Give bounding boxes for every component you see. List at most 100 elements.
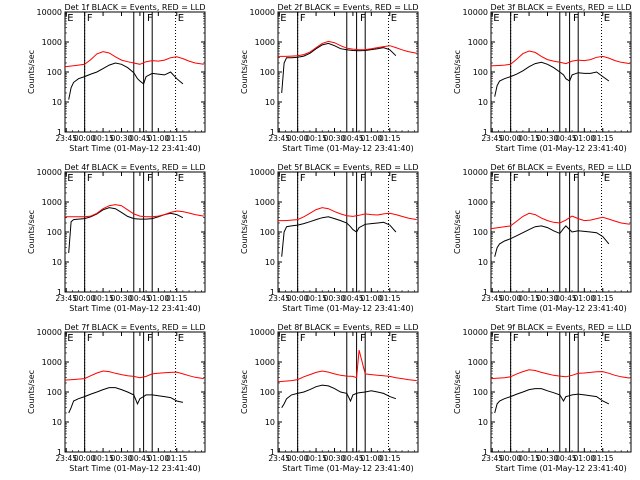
x-tick-label: 00:45 — [555, 454, 577, 463]
event-marker-label: F — [147, 333, 153, 344]
event-marker-label: E — [493, 173, 499, 184]
series-events — [68, 62, 184, 100]
y-tick-label: 10000 — [463, 8, 488, 17]
series-lld — [65, 204, 204, 218]
x-tick-label: 01:15 — [379, 454, 401, 463]
x-tick-label: 23:45 — [55, 454, 77, 463]
y-tick-label: 10000 — [250, 8, 275, 17]
x-tick-label: 00:30 — [537, 454, 559, 463]
series-lld — [64, 370, 204, 381]
x-tick-label: 00:00 — [74, 454, 96, 463]
chart-panel-2: Det 2f BLACK = Events, RED = LLD 1 10 100 10… — [240, 3, 419, 153]
event-marker-label: E — [67, 13, 73, 24]
y-tick-label: 1 — [270, 288, 275, 297]
x-axis-label: Start Time (01-May-12 23:41:40) — [282, 304, 413, 313]
chart-title: Det 1f BLACK = Events, RED = LLD — [64, 3, 205, 12]
event-marker-label: F — [87, 13, 93, 24]
series-lld — [490, 50, 630, 67]
event-marker-label: F — [513, 173, 519, 184]
x-tick-label: 00:15 — [518, 454, 540, 463]
x-tick-label: 00:00 — [287, 454, 309, 463]
x-tick-label: 00:30 — [537, 134, 559, 143]
plot-frame — [64, 331, 206, 453]
event-marker-label: F — [87, 173, 93, 184]
event-marker-label: E — [67, 173, 73, 184]
x-tick-label: 00:00 — [287, 134, 309, 143]
y-tick-label: 1000 — [468, 198, 488, 207]
event-marker-label: F — [300, 173, 306, 184]
y-tick-label: 10 — [52, 418, 62, 427]
y-axis-label: Counts/sec — [240, 370, 249, 414]
y-tick-label: 1000 — [468, 38, 488, 47]
x-tick-label: 00:00 — [74, 294, 96, 303]
y-tick-label: 100 — [47, 388, 62, 397]
series-lld — [490, 212, 630, 230]
x-tick-label: 00:15 — [92, 454, 114, 463]
x-tick-label: 01:00 — [148, 294, 170, 303]
series-lld — [64, 51, 204, 68]
y-axis-label: Counts/sec — [453, 50, 462, 94]
y-axis-label: Counts/sec — [240, 50, 249, 94]
chart-title: Det 6f BLACK = Events, RED = LLD — [490, 163, 631, 172]
x-tick-label: 00:45 — [555, 294, 577, 303]
x-axis-label: Start Time (01-May-12 23:41:40) — [495, 144, 626, 153]
y-tick-label: 1 — [270, 448, 275, 457]
series-events — [281, 42, 397, 94]
x-tick-label: 01:15 — [166, 454, 188, 463]
y-tick-label: 100 — [47, 228, 62, 237]
chart-title: Det 7f BLACK = Events, RED = LLD — [64, 323, 205, 332]
y-tick-label: 100 — [47, 68, 62, 77]
y-tick-label: 1000 — [255, 358, 275, 367]
x-tick-label: 00:30 — [324, 134, 346, 143]
chart-panel-5: Det 5f BLACK = Events, RED = LLD 1 10 100 10… — [240, 163, 419, 313]
x-tick-label: 23:45 — [268, 134, 290, 143]
x-axis-label: Start Time (01-May-12 23:41:40) — [282, 464, 413, 473]
event-marker-label: F — [360, 333, 366, 344]
x-tick-label: 00:30 — [537, 294, 559, 303]
event-marker-label: F — [360, 13, 366, 24]
x-tick-label: 00:45 — [129, 294, 151, 303]
y-tick-label: 10 — [478, 418, 488, 427]
series-events — [494, 61, 610, 97]
y-tick-label: 1000 — [468, 358, 488, 367]
event-marker-label: E — [604, 13, 610, 24]
event-marker-label: F — [513, 13, 519, 24]
x-tick-label: 00:15 — [92, 134, 114, 143]
event-marker-label: F — [573, 13, 579, 24]
y-tick-label: 10 — [478, 98, 488, 107]
chart-panel-1: Det 1f BLACK = Events, RED = LLD 1 10 100 10… — [27, 3, 206, 153]
x-axis-label: Start Time (01-May-12 23:41:40) — [69, 304, 200, 313]
x-axis-label: Start Time (01-May-12 23:41:40) — [69, 144, 200, 153]
x-tick-label: 00:15 — [305, 294, 327, 303]
x-tick-label: 00:15 — [92, 294, 114, 303]
x-axis-label: Start Time (01-May-12 23:41:40) — [69, 464, 200, 473]
event-marker-label: E — [391, 333, 397, 344]
y-tick-label: 1 — [57, 448, 62, 457]
y-axis-label: Counts/sec — [27, 210, 36, 254]
x-tick-label: 01:00 — [361, 134, 383, 143]
chart-title: Det 4f BLACK = Events, RED = LLD — [64, 163, 205, 172]
event-marker-label: E — [391, 13, 397, 24]
chart-panel-7: Det 7f BLACK = Events, RED = LLD 1 10 100 10… — [27, 323, 206, 473]
plot-frame — [277, 331, 419, 453]
x-tick-label: 01:00 — [574, 454, 596, 463]
event-marker-label: E — [493, 13, 499, 24]
x-tick-label: 23:45 — [481, 454, 503, 463]
plot-frame — [64, 11, 206, 133]
x-tick-label: 00:15 — [305, 134, 327, 143]
x-tick-label: 00:00 — [287, 294, 309, 303]
x-tick-label: 23:45 — [55, 134, 77, 143]
y-tick-label: 100 — [473, 388, 488, 397]
x-tick-label: 01:15 — [592, 134, 614, 143]
y-axis-label: Counts/sec — [453, 210, 462, 254]
x-tick-label: 23:45 — [268, 454, 290, 463]
y-tick-label: 100 — [260, 228, 275, 237]
event-marker-label: E — [178, 333, 184, 344]
event-marker-label: F — [573, 333, 579, 344]
x-tick-label: 01:00 — [574, 294, 596, 303]
x-tick-label: 00:00 — [74, 134, 96, 143]
y-tick-label: 10 — [52, 98, 62, 107]
chart-panel-4: Det 4f BLACK = Events, RED = LLD 1 10 100 10… — [27, 163, 206, 313]
x-tick-label: 01:15 — [166, 134, 188, 143]
